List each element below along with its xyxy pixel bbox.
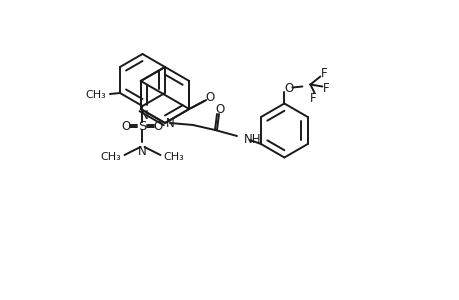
Text: N: N	[139, 109, 148, 122]
Text: CH₃: CH₃	[85, 90, 106, 100]
Text: O: O	[215, 103, 224, 116]
Text: F: F	[322, 82, 329, 95]
Text: NH: NH	[243, 133, 261, 146]
Text: N: N	[138, 145, 146, 158]
Text: N: N	[165, 116, 174, 130]
Text: O: O	[205, 91, 214, 103]
Text: S: S	[138, 119, 146, 133]
Text: O: O	[122, 119, 131, 133]
Text: O: O	[284, 82, 293, 95]
Text: CH₃: CH₃	[101, 152, 121, 162]
Text: F: F	[309, 92, 316, 105]
Text: F: F	[320, 67, 327, 80]
Text: CH₃: CH₃	[163, 152, 184, 162]
Text: O: O	[153, 119, 163, 133]
